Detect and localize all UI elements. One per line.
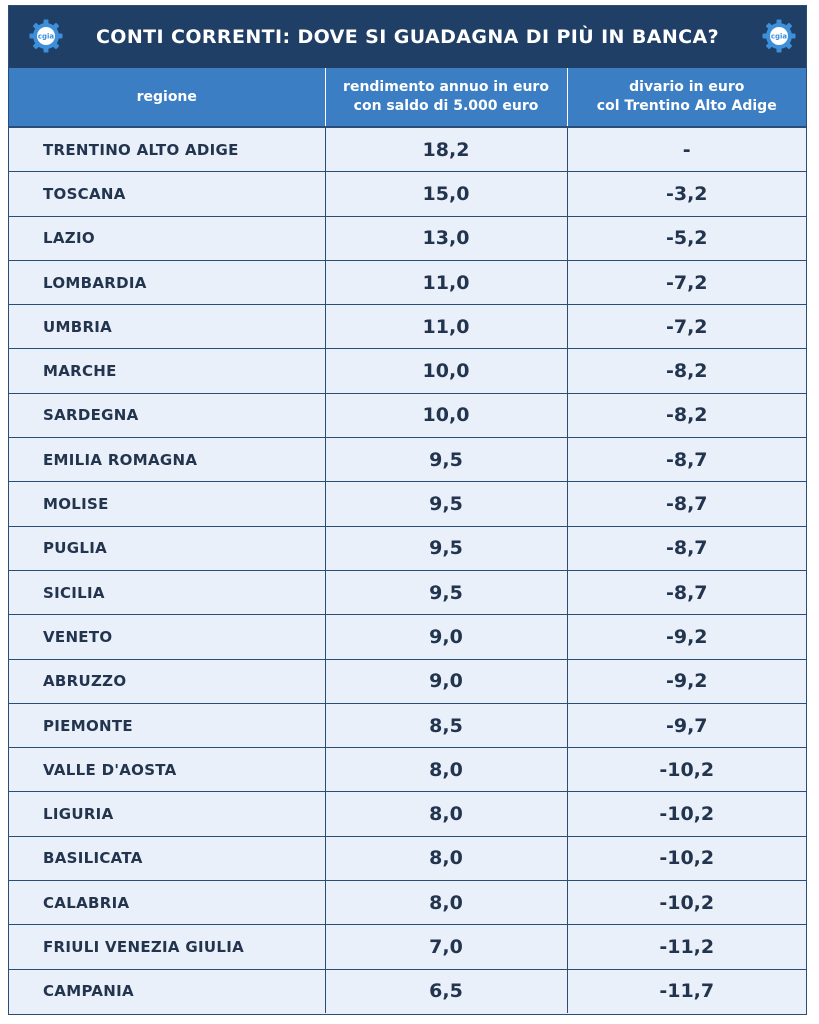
- table-row: VENETO 9,0 -9,2: [9, 614, 806, 660]
- rendimento-cell: 9,5: [325, 526, 568, 571]
- table-row: MARCHE 10,0 -8,2: [9, 348, 806, 394]
- divario-cell: -5,2: [567, 216, 806, 261]
- region-cell: TRENTINO ALTO ADIGE: [9, 127, 326, 173]
- divario-cell: -9,2: [567, 659, 806, 704]
- table-row: PUGLIA 9,5 -8,7: [9, 526, 806, 571]
- divario-cell: -8,7: [567, 437, 806, 483]
- logo-gear-icon: cgia: [29, 19, 63, 53]
- region-cell: PUGLIA: [9, 526, 326, 571]
- rendimento-cell: 8,0: [325, 836, 568, 882]
- table-row: MOLISE 9,5 -8,7: [9, 481, 806, 527]
- divario-cell: -8,2: [567, 348, 806, 394]
- divario-cell: -10,2: [567, 747, 806, 793]
- divario-cell: -8,2: [567, 393, 806, 439]
- divario-cell: -9,7: [567, 703, 806, 749]
- rendimento-cell: 11,0: [325, 304, 568, 350]
- divario-cell: -7,2: [567, 260, 806, 306]
- rendimento-cell: 11,0: [325, 260, 568, 306]
- divario-cell: -11,2: [567, 924, 806, 970]
- rendimento-cell: 8,0: [325, 880, 568, 926]
- divario-cell: -10,2: [567, 791, 806, 837]
- table-row: FRIULI VENEZIA GIULIA 7,0 -11,2: [9, 924, 806, 970]
- table-row: EMILIA ROMAGNA 9,5 -8,7: [9, 437, 806, 483]
- region-cell: MARCHE: [9, 348, 326, 394]
- rendimento-cell: 15,0: [325, 171, 568, 217]
- column-header-line: rendimento annuo in euro: [343, 79, 549, 95]
- region-cell: PIEMONTE: [9, 703, 326, 749]
- divario-cell: -8,7: [567, 481, 806, 527]
- rendimento-cell: 10,0: [325, 393, 568, 439]
- table-body: TRENTINO ALTO ADIGE 18,2- TOSCANA 15,0 -3,2 L…: [9, 127, 806, 1013]
- divario-cell: -11,7: [659, 980, 715, 1003]
- divario-cell: -10,2: [567, 836, 806, 882]
- column-header-line: con saldo di 5.000 euro: [353, 98, 539, 114]
- region-cell: TOSCANA: [9, 171, 326, 217]
- region-cell: MOLISE: [9, 481, 326, 527]
- region-cell: VALLE D'AOSTA: [9, 747, 326, 793]
- region-cell: FRIULI VENEZIA GIULIA: [9, 924, 326, 970]
- region-cell: CAMPANIA: [9, 969, 326, 1013]
- table-row: LAZIO 13,0 -5,2: [9, 216, 806, 261]
- region-cell: ABRUZZO: [9, 659, 326, 704]
- table-row: PIEMONTE 8,5 -9,7: [9, 703, 806, 749]
- divario-cell: -9,2: [567, 614, 806, 660]
- column-header-line: divario in euro: [629, 79, 745, 95]
- rendimento-cell: 9,5: [325, 437, 568, 483]
- rendimento-cell: 13,0: [325, 216, 568, 261]
- region-cell: BASILICATA: [9, 836, 326, 882]
- region-cell: VENETO: [9, 614, 326, 660]
- region-cell: UMBRIA: [9, 304, 326, 350]
- region-cell: SICILIA: [9, 570, 326, 616]
- table-row: CALABRIA 8,0 -10,2: [9, 880, 806, 926]
- table-row: LOMBARDIA 11,0 -7,2: [9, 260, 806, 306]
- rendimento-cell: 8,0: [325, 791, 568, 837]
- region-cell: CALABRIA: [9, 880, 326, 926]
- table-row: UMBRIA 11,0 -7,2: [9, 304, 806, 350]
- rendimento-cell: 6,5: [325, 969, 568, 1013]
- column-header-divario: divario in euro col Trentino Alto Adige: [567, 68, 806, 128]
- header-row: regione rendimento annuo in euro con sal…: [9, 68, 806, 128]
- table-row: TOSCANA 15,0 -3,2: [9, 171, 806, 217]
- rendimento-cell: 9,0: [325, 659, 568, 704]
- region-cell: EMILIA ROMAGNA: [9, 437, 326, 483]
- table-row: SARDEGNA 10,0 -8,2: [9, 393, 806, 439]
- data-table: regione rendimento annuo in euro con sal…: [9, 68, 806, 1013]
- table-row: TRENTINO ALTO ADIGE 18,2-: [9, 127, 806, 173]
- table-row: VALLE D'AOSTA 8,0 -10,2: [9, 747, 806, 793]
- divario-cell: -: [567, 127, 806, 173]
- page-title: CONTI CORRENTI: DOVE SI GUADAGNA DI PIÙ …: [95, 26, 720, 48]
- rendimento-cell: 8,0: [325, 747, 568, 793]
- logo-gear-icon: cgia: [762, 19, 796, 53]
- region-cell: LAZIO: [9, 216, 326, 261]
- column-header-regione: regione: [9, 68, 326, 128]
- divario-cell: -3,2: [567, 171, 806, 217]
- table-row: LIGURIA 8,0 -10,2: [9, 791, 806, 837]
- divario-cell: -10,2: [567, 880, 806, 926]
- table-row: ABRUZZO 9,0 -9,2: [9, 659, 806, 704]
- rendimento-cell: 8,5: [325, 703, 568, 749]
- table-row: SICILIA 9,5 -8,7: [9, 570, 806, 616]
- column-header-rendimento: rendimento annuo in euro con saldo di 5.…: [325, 68, 568, 128]
- rendimento-cell: 7,0: [325, 924, 568, 970]
- region-cell: LIGURIA: [9, 791, 326, 837]
- rendimento-cell: 9,0: [325, 614, 568, 660]
- divario-cell: -8,7: [567, 570, 806, 616]
- logo-text: cgia: [771, 33, 788, 41]
- logo-text: cgia: [38, 33, 55, 41]
- rendimento-cell: 9,5: [325, 570, 568, 616]
- divario-cell: -7,2: [567, 304, 806, 350]
- rendimento-cell: 10,0: [325, 348, 568, 394]
- infographic-frame: cgia CONTI CORRENTI: DOVE SI GUADAGNA DI…: [8, 5, 807, 1015]
- title-bar: cgia CONTI CORRENTI: DOVE SI GUADAGNA DI…: [9, 6, 806, 68]
- table-row: BASILICATA 8,0 -10,2: [9, 836, 806, 882]
- column-header-line: regione: [136, 88, 197, 105]
- region-cell: LOMBARDIA: [9, 260, 326, 306]
- divario-cell: -8,7: [567, 526, 806, 571]
- table-row: CAMPANIA 6,5 -11,7: [9, 969, 806, 1013]
- column-header-line: col Trentino Alto Adige: [596, 98, 777, 114]
- rendimento-cell: 9,5: [325, 481, 568, 527]
- rendimento-cell: 18,2: [325, 127, 568, 173]
- region-cell: SARDEGNA: [9, 393, 326, 439]
